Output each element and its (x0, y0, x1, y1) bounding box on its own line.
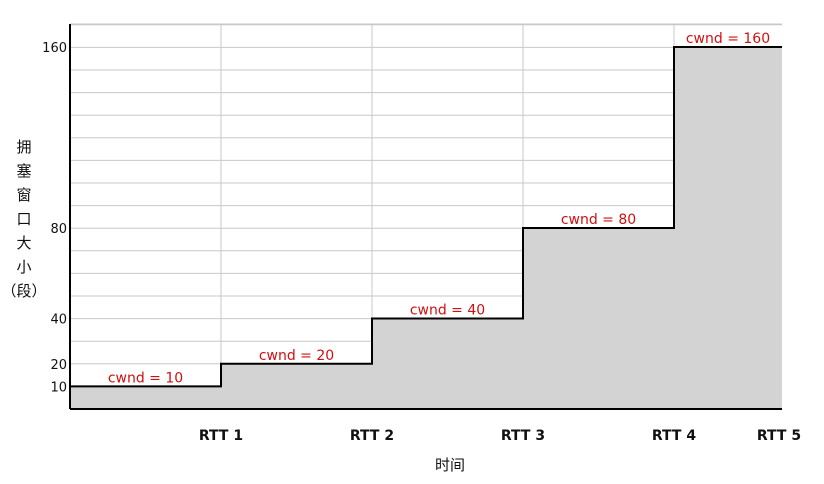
cwnd-label: cwnd = 160 (686, 31, 770, 47)
y-axis-title-char: 塞 (16, 162, 31, 180)
area-layer (70, 46, 782, 409)
y-axis-title-char: 大 (16, 234, 31, 252)
y-tick-label: 160 (42, 41, 67, 56)
y-tick-label: 40 (50, 313, 67, 328)
x-tick-label: RTT 4 (652, 428, 696, 444)
axes-layer (69, 24, 782, 410)
grid-lines (70, 23, 782, 409)
y-axis-title-char: 小 (16, 258, 31, 276)
x-tick-label: RTT 2 (350, 428, 394, 444)
cwnd-label: cwnd = 80 (561, 212, 636, 228)
y-tick-label: 10 (50, 380, 67, 395)
x-tick-labels: RTT 1 RTT 2 RTT 3 RTT 4 RTT 5 (199, 428, 801, 444)
y-tick-labels: 10 20 40 80 160 (42, 41, 67, 395)
x-tick-label: RTT 5 (757, 428, 801, 444)
cwnd-labels: cwnd = 10 cwnd = 20 cwnd = 40 cwnd = 80 cwnd… (108, 31, 770, 386)
step-line (70, 46, 782, 388)
cwnd-label: cwnd = 10 (108, 370, 183, 386)
x-axis-title: 时间 (435, 456, 465, 474)
cwnd-label: cwnd = 40 (410, 303, 485, 319)
y-axis-title-char: 窗 (16, 186, 31, 204)
y-axis-title-char: 拥 (16, 138, 31, 156)
x-tick-label: RTT 3 (501, 428, 545, 444)
x-tick-label: RTT 1 (199, 428, 243, 444)
y-tick-label: 80 (50, 222, 67, 237)
cwnd-label: cwnd = 20 (259, 348, 334, 364)
y-axis-title-char: （段） (1, 282, 46, 300)
y-axis-title-char: 口 (16, 210, 31, 228)
step-area-fill (70, 47, 782, 409)
y-tick-label: 20 (50, 358, 67, 373)
